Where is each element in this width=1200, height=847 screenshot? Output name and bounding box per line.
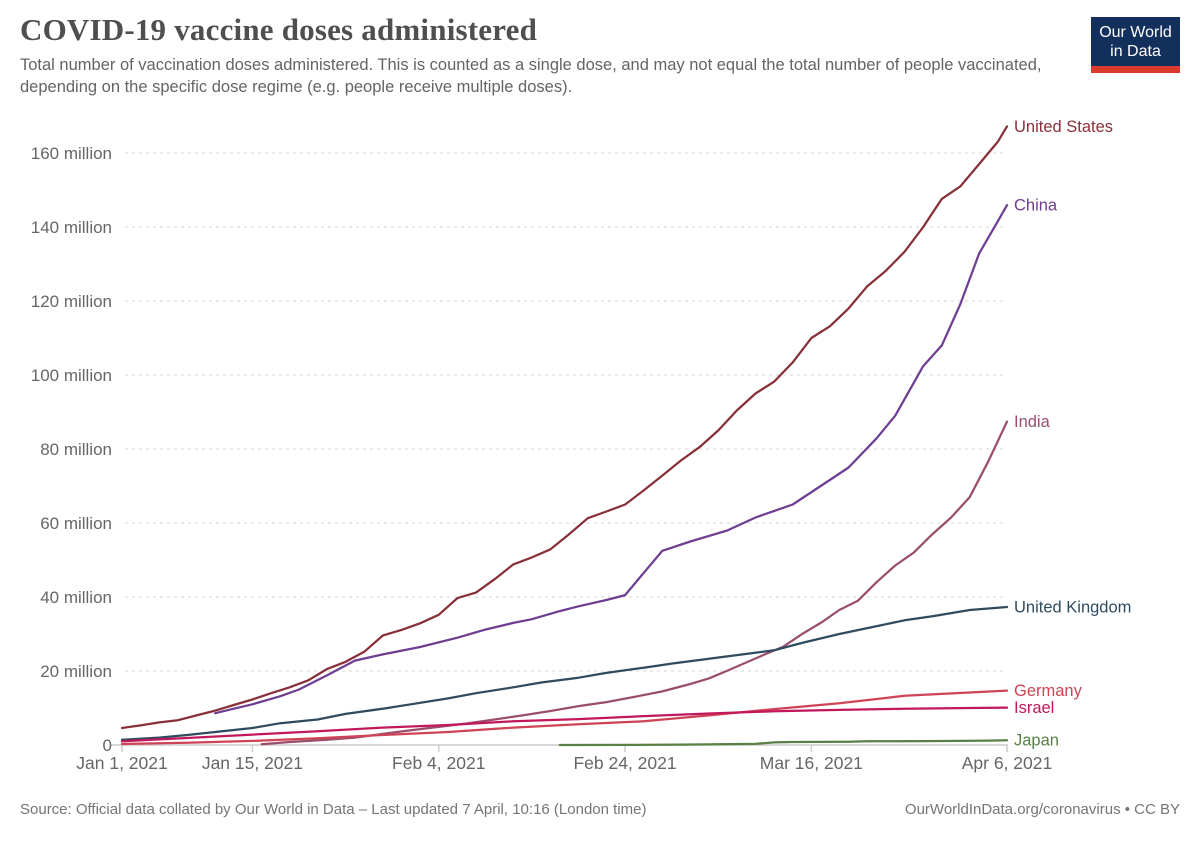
y-tick-label: 100 million: [31, 366, 112, 385]
series-label-japan[interactable]: Japan: [1014, 732, 1059, 750]
series-line-india[interactable]: [260, 420, 1009, 746]
series-line-china[interactable]: [214, 204, 1009, 715]
owid-logo-line2: in Data: [1110, 43, 1161, 61]
chart-subtitle: Total number of vaccination doses admini…: [20, 56, 1042, 96]
chart-title: COVID-19 vaccine doses administered: [20, 12, 538, 47]
x-tick-label: Jan 1, 2021: [76, 753, 167, 773]
x-tick-label: Mar 16, 2021: [760, 753, 863, 773]
x-tick-label: Apr 6, 2021: [962, 753, 1052, 773]
series-label-india[interactable]: India: [1014, 413, 1051, 431]
chart-header: COVID-19 vaccine doses administered Tota…: [20, 12, 1070, 99]
series-label-china[interactable]: China: [1014, 197, 1058, 215]
owid-logo-line1: Our World: [1099, 24, 1172, 41]
series-label-israel[interactable]: Israel: [1014, 699, 1054, 717]
footer-source-note: Source: Official data collated by Our Wo…: [20, 801, 647, 818]
series-line-united-states[interactable]: [120, 125, 1009, 730]
x-tick-label: Feb 4, 2021: [392, 753, 485, 773]
series-label-united-states[interactable]: United States: [1014, 118, 1113, 136]
x-tick-label: Jan 15, 2021: [202, 753, 303, 773]
series-line-germany[interactable]: [120, 689, 1009, 746]
series-label-united-kingdom[interactable]: United Kingdom: [1014, 598, 1131, 616]
y-tick-label: 20 million: [40, 662, 112, 681]
series-label-germany[interactable]: Germany: [1014, 682, 1083, 700]
owid-logo[interactable]: Our World in Data: [1091, 17, 1180, 74]
series-line-japan[interactable]: [558, 739, 1009, 747]
y-tick-label: 120 million: [31, 292, 112, 311]
series-line-united-kingdom[interactable]: [120, 605, 1009, 741]
y-tick-label: 40 million: [40, 588, 112, 607]
y-tick-label: 0: [103, 736, 112, 755]
x-tick-label: Feb 24, 2021: [573, 753, 676, 773]
series-line-israel[interactable]: [120, 706, 1009, 743]
y-tick-label: 60 million: [40, 514, 112, 533]
y-tick-label: 140 million: [31, 218, 112, 237]
y-tick-label: 80 million: [40, 440, 112, 459]
chart-footer: Source: Official data collated by Our Wo…: [20, 801, 1180, 818]
y-tick-label: 160 million: [31, 144, 112, 163]
footer-owid-link[interactable]: OurWorldInData.org/coronavirus • CC BY: [904, 801, 1180, 818]
